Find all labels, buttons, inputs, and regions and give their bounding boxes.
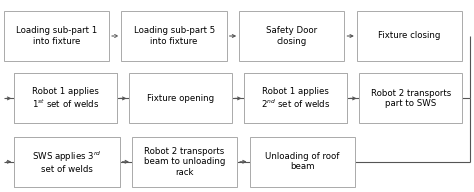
Text: Robot 1 applies
$2^{nd}$ set of welds: Robot 1 applies $2^{nd}$ set of welds: [261, 87, 330, 110]
FancyBboxPatch shape: [14, 73, 117, 123]
FancyBboxPatch shape: [239, 11, 345, 61]
FancyBboxPatch shape: [14, 137, 119, 187]
FancyBboxPatch shape: [245, 73, 347, 123]
FancyBboxPatch shape: [249, 137, 355, 187]
Text: Robot 1 applies
2nd set of welds: Robot 1 applies 2nd set of welds: [260, 89, 331, 108]
FancyBboxPatch shape: [4, 11, 109, 61]
FancyBboxPatch shape: [129, 73, 232, 123]
Text: Robot 1 applies
1st set of welds: Robot 1 applies 1st set of welds: [32, 89, 100, 108]
FancyBboxPatch shape: [245, 73, 347, 123]
FancyBboxPatch shape: [14, 73, 117, 123]
FancyBboxPatch shape: [359, 73, 462, 123]
Text: Robot 2 transports
beam to unloading
rack: Robot 2 transports beam to unloading rac…: [144, 147, 225, 177]
Text: Robot 2 transports
part to SWS: Robot 2 transports part to SWS: [371, 89, 451, 108]
Text: Loading sub-part 1
into fixture: Loading sub-part 1 into fixture: [16, 26, 97, 46]
Text: Robot 1 applies
$1^{st}$ set of welds: Robot 1 applies $1^{st}$ set of welds: [32, 87, 99, 110]
Text: Safety Door
closing: Safety Door closing: [266, 26, 318, 46]
Text: Unloading of roof
beam: Unloading of roof beam: [265, 152, 339, 171]
Text: SWS applies 3rd
set of welds: SWS applies 3rd set of welds: [32, 152, 102, 171]
Text: Fixture closing: Fixture closing: [378, 31, 441, 41]
FancyBboxPatch shape: [14, 137, 119, 187]
FancyBboxPatch shape: [121, 11, 227, 61]
Text: SWS applies $3^{rd}$
set of welds: SWS applies $3^{rd}$ set of welds: [32, 149, 102, 174]
FancyBboxPatch shape: [132, 137, 237, 187]
Text: Fixture opening: Fixture opening: [147, 94, 214, 103]
FancyBboxPatch shape: [357, 11, 462, 61]
Text: Loading sub-part 5
into fixture: Loading sub-part 5 into fixture: [134, 26, 215, 46]
